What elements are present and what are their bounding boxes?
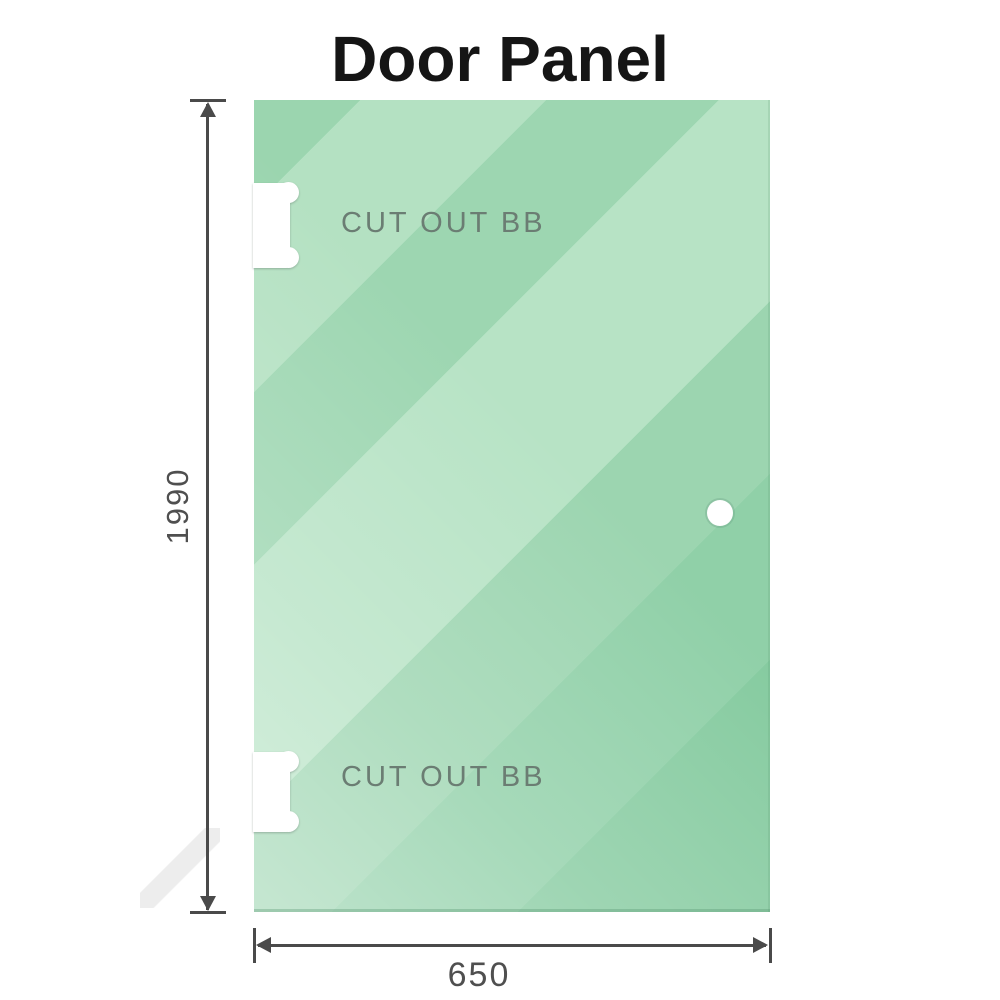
hinge-cutout-bottom-hole-lower — [278, 811, 299, 832]
hinge-cutout-bottom-hole-upper — [278, 751, 299, 772]
width-dimension-arrow-right-icon — [753, 937, 768, 953]
diagram-title: Door Panel — [331, 23, 669, 95]
cutout-top-label: CUT OUT BB — [341, 207, 546, 239]
hinge-cutout-bottom — [253, 751, 301, 832]
height-dimension-line — [206, 104, 209, 910]
height-dimension-arrow-down-icon — [200, 896, 216, 911]
height-dimension-tick-bottom — [190, 911, 226, 914]
hinge-cutout-top-hole-lower — [278, 247, 299, 268]
handle-hole — [707, 500, 733, 526]
width-dimension-tick-right — [769, 928, 772, 963]
height-dimension-arrow-up-icon — [200, 102, 216, 117]
width-dimension-tick-left — [253, 928, 256, 963]
width-dimension-value: 650 — [447, 956, 511, 994]
hinge-cutout-top-hole-upper — [278, 182, 299, 203]
height-dimension-tick-top — [190, 99, 226, 102]
glass-panel: CUT OUT BB CUT OUT BB — [253, 100, 770, 912]
width-dimension-arrow-left-icon — [256, 937, 271, 953]
cutout-bottom-label: CUT OUT BB — [341, 761, 546, 793]
height-dimension-value: 1990 — [160, 467, 195, 545]
width-dimension-line — [258, 944, 766, 947]
hinge-cutout-top — [253, 182, 301, 268]
